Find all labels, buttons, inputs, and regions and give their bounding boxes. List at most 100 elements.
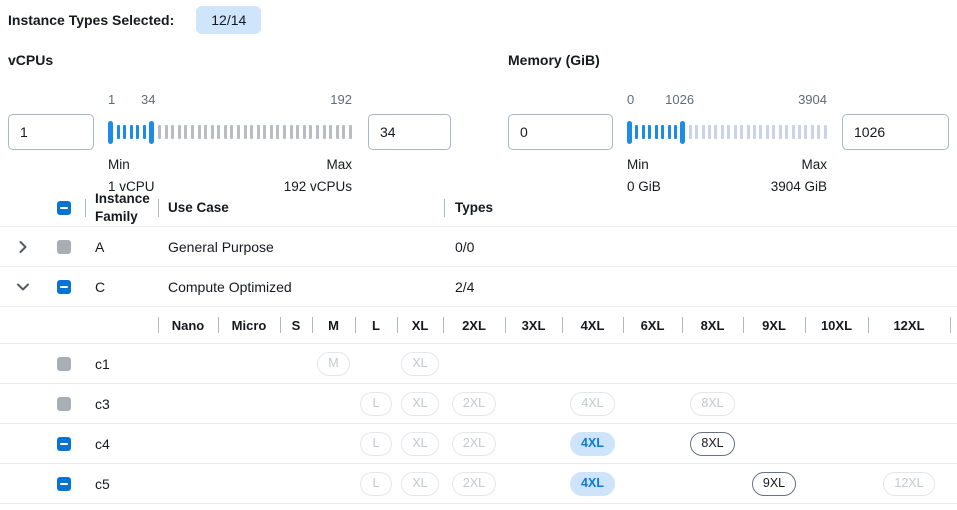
size-column-header-l: L	[355, 307, 397, 343]
size-badge-c5-9xl[interactable]: 9XL	[751, 471, 797, 496]
size-badge-c5-xl: XL	[401, 471, 439, 496]
slider-tick	[302, 125, 306, 139]
instance-row-c3: c3 L XL 2XL 4XL 8XL	[0, 384, 957, 424]
vcpus-min-label: Min	[108, 157, 130, 172]
slider-tick	[184, 125, 188, 139]
family-letter: A	[95, 238, 105, 255]
size-badge-c5-l: L	[360, 471, 392, 496]
slider-handle[interactable]	[149, 120, 155, 144]
size-badge-c5-4xl[interactable]: 4XL	[570, 471, 615, 496]
slider-tick	[217, 125, 221, 139]
slider-tick	[688, 125, 692, 139]
vcpus-min-input[interactable]	[8, 114, 94, 150]
slider-tick	[765, 125, 769, 139]
vcpus-slider[interactable]: 1 34 192 Min 1 vCPU Max 192 vCPUs	[108, 92, 352, 194]
expand-chevron-icon[interactable]	[15, 239, 31, 255]
slider-tick	[335, 125, 339, 139]
vcpus-scale-min: 1	[108, 92, 116, 107]
slider-tick	[667, 125, 671, 139]
size-badge-c5-2xl: 2XL	[451, 471, 497, 496]
slider-tick	[230, 125, 234, 139]
size-badge-c4-8xl[interactable]: 8XL	[690, 431, 735, 456]
slider-handle[interactable]	[627, 120, 632, 144]
size-badge-c1-m: M	[317, 351, 350, 376]
slider-tick	[171, 125, 175, 139]
slider-tick	[276, 125, 280, 139]
slider-tick	[289, 125, 293, 139]
memory-max-caption: 3904 GiB	[770, 178, 827, 194]
instance-name: c1	[95, 355, 110, 372]
size-column-header-nano: Nano	[158, 307, 218, 343]
vcpus-max-input[interactable]	[368, 114, 451, 150]
family-checkbox-a	[57, 239, 71, 254]
family-checkbox-c[interactable]	[57, 279, 71, 294]
slider-tick	[791, 125, 795, 139]
slider-tick	[322, 125, 326, 139]
memory-title: Memory (GiB)	[508, 52, 600, 68]
instance-checkbox-c1	[57, 356, 71, 371]
size-header-row: Nano Micro S M L XL 2XL 3XL 4XL 6XL 8XL 9XL 10XL 12XL	[0, 307, 957, 344]
slider-tick	[177, 125, 181, 139]
instance-checkbox-c4[interactable]	[57, 436, 71, 451]
size-column-header-2xl: 2XL	[443, 307, 505, 343]
slider-tick	[720, 125, 724, 139]
slider-tick	[746, 125, 750, 139]
size-column-header-m: M	[312, 307, 355, 343]
slider-tick	[136, 125, 140, 139]
slider-tick	[823, 125, 827, 139]
size-badge-c3-8xl: 8XL	[690, 391, 735, 416]
collapse-chevron-icon[interactable]	[15, 279, 31, 295]
slider-tick	[197, 125, 201, 139]
instance-row-c5: c5 L XL 2XL 4XL 9XL 12XL	[0, 464, 957, 504]
size-badge-c3-l: L	[360, 391, 392, 416]
vcpus-slider-track[interactable]	[108, 114, 352, 150]
size-column-header-micro: Micro	[218, 307, 280, 343]
family-types-count: 0/0	[455, 238, 475, 255]
memory-max-input[interactable]	[842, 114, 949, 150]
memory-slider-track[interactable]	[627, 114, 827, 150]
memory-scale-value: 1026	[665, 92, 695, 107]
memory-min-input[interactable]	[508, 114, 613, 150]
vcpus-max-caption: 192 vCPUs	[283, 178, 352, 194]
slider-tick	[810, 125, 814, 139]
memory-min-caption: 0 GiB	[627, 178, 661, 194]
slider-tick	[654, 125, 658, 139]
size-badge-c4-xl: XL	[401, 431, 439, 456]
memory-scale-max: 3904	[798, 92, 827, 107]
expander-cell	[0, 239, 45, 255]
slider-tick	[778, 125, 782, 139]
selection-summary: Instance Types Selected: 12/14	[0, 0, 957, 34]
slider-tick	[817, 125, 821, 139]
selection-summary-label: Instance Types Selected:	[8, 12, 175, 28]
family-use-case: Compute Optimized	[168, 278, 292, 295]
slider-tick	[772, 125, 776, 139]
slider-tick	[708, 125, 712, 139]
slider-handle[interactable]	[680, 120, 686, 144]
size-column-header-xl: XL	[397, 307, 443, 343]
size-column-header-12xl: 12XL	[868, 307, 950, 343]
slider-tick	[759, 125, 763, 139]
memory-min-label: Min	[627, 157, 649, 172]
instance-checkbox-c3	[57, 396, 71, 411]
slider-tick	[661, 125, 665, 139]
memory-slider[interactable]: 0 1026 3904 Min 0 GiB Max 3904 GiB	[627, 92, 827, 194]
memory-filter: Memory (GiB) 0 1026 3904 Min 0 GiB Max	[500, 52, 957, 194]
slider-tick	[210, 125, 214, 139]
size-badge-c4-4xl[interactable]: 4XL	[570, 431, 615, 456]
slider-tick	[236, 125, 240, 139]
instance-checkbox-c5[interactable]	[57, 476, 71, 491]
slider-tick	[342, 125, 346, 139]
size-badge-c3-4xl: 4XL	[570, 391, 615, 416]
slider-tick	[348, 125, 352, 139]
instance-table-body: A General Purpose 0/0 C Compute Optimized 2/4…	[0, 227, 957, 504]
size-column-header-s: S	[280, 307, 312, 343]
slider-handle[interactable]	[108, 120, 113, 144]
slider-tick	[296, 125, 300, 139]
family-letter: C	[95, 278, 106, 295]
size-badge-c3-xl: XL	[401, 391, 439, 416]
vcpus-filter: vCPUs 1 34 192 Min 1 vCPU Max 192	[0, 52, 500, 194]
slider-tick	[250, 125, 254, 139]
slider-tick	[309, 125, 313, 139]
slider-tick	[641, 125, 645, 139]
select-all-checkbox[interactable]	[57, 201, 71, 215]
